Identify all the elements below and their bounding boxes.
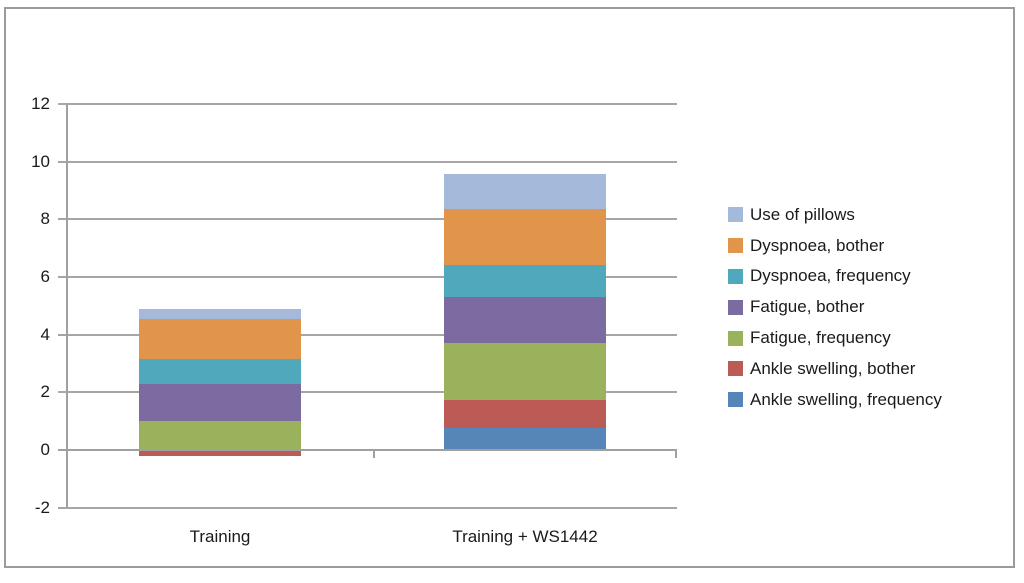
x-axis-tick-0 xyxy=(372,449,375,458)
legend-swatch-icon xyxy=(728,392,743,408)
legend-item-ankle-swelling-frequency: Ankle swelling, frequency xyxy=(728,384,942,415)
legend-item-dyspnoea-bother: Dyspnoea, bother xyxy=(728,230,942,261)
bar-segment-training-ws1442-use-of-pillows xyxy=(444,174,606,210)
bar-segment-training-ws1442-dyspnoea-frequency xyxy=(444,265,606,298)
legend-item-use-of-pillows: Use of pillows xyxy=(728,200,942,231)
legend-item-dyspnoea-frequency: Dyspnoea, frequency xyxy=(728,261,942,292)
y-tick-label-2: 2 xyxy=(40,382,50,402)
legend-swatch-icon xyxy=(728,268,743,284)
gridline-y--2 xyxy=(58,506,677,509)
gridline-y-12 xyxy=(58,102,677,105)
x-axis-tick-1 xyxy=(675,449,677,458)
bar-segment-training-dyspnoea-bother xyxy=(139,318,301,360)
bar-segment-training-fatigue-frequency xyxy=(139,421,301,450)
y-tick-label-0: 0 xyxy=(40,440,50,459)
bar-segment-training-use-of-pillows xyxy=(139,308,301,319)
y-tick-label-6: 6 xyxy=(40,266,50,286)
bar-segment-training-fatigue-bother xyxy=(139,383,301,422)
legend-label: Fatigue, bother xyxy=(750,297,865,317)
gridline-y-10 xyxy=(58,160,677,163)
gridline-y-8 xyxy=(58,218,677,221)
legend-swatch-icon xyxy=(728,330,743,346)
y-tick-label-8: 8 xyxy=(40,209,50,229)
bar-segment-training-dyspnoea-frequency xyxy=(139,359,301,384)
x-category-label-0: Training xyxy=(189,527,251,546)
y-axis-line xyxy=(66,103,68,508)
chart-border xyxy=(4,7,1015,568)
legend-swatch-icon xyxy=(728,361,743,377)
gridline-y-4 xyxy=(58,333,677,336)
bar-segment-training-ws1442-ankle-swelling-frequency xyxy=(444,428,606,450)
legend-label: Dyspnoea, frequency xyxy=(750,266,911,286)
legend-label: Use of pillows xyxy=(750,204,855,224)
y-tick-label--2: -2 xyxy=(34,497,50,517)
legend-item-ankle-swelling-bother: Ankle swelling, bother xyxy=(728,353,942,384)
gridline-y-6 xyxy=(58,275,677,278)
legend-item-fatigue-bother: Fatigue, bother xyxy=(728,292,942,323)
y-tick-label-10: 10 xyxy=(31,151,50,171)
legend-swatch-icon xyxy=(728,238,743,254)
legend: Use of pillows Dyspnoea, bother Dyspnoea, … xyxy=(728,200,942,416)
bar-segment-training-ws1442-ankle-swelling-bother xyxy=(444,399,606,429)
bar-segment-training-ws1442-fatigue-frequency xyxy=(444,343,606,400)
legend-label: Ankle swelling, frequency xyxy=(750,389,942,409)
x-axis-line xyxy=(58,449,677,451)
legend-swatch-icon xyxy=(728,299,743,315)
legend-item-fatigue-frequency: Fatigue, frequency xyxy=(728,323,942,354)
bar-segment-training-ws1442-fatigue-bother xyxy=(444,297,606,344)
legend-label: Ankle swelling, bother xyxy=(750,358,916,378)
y-tick-label-4: 4 xyxy=(40,324,50,344)
bar-segment-training-ankle-swelling-bother xyxy=(139,450,301,456)
x-category-label-1: Training + WS1442 xyxy=(452,527,598,546)
legend-swatch-icon xyxy=(728,207,743,223)
gridline-y-2 xyxy=(58,391,677,394)
legend-label: Dyspnoea, bother xyxy=(750,235,885,255)
legend-label: Fatigue, frequency xyxy=(750,328,891,348)
bar-segment-training-ws1442-dyspnoea-bother xyxy=(444,209,606,266)
y-tick-label-12: 12 xyxy=(31,93,50,113)
